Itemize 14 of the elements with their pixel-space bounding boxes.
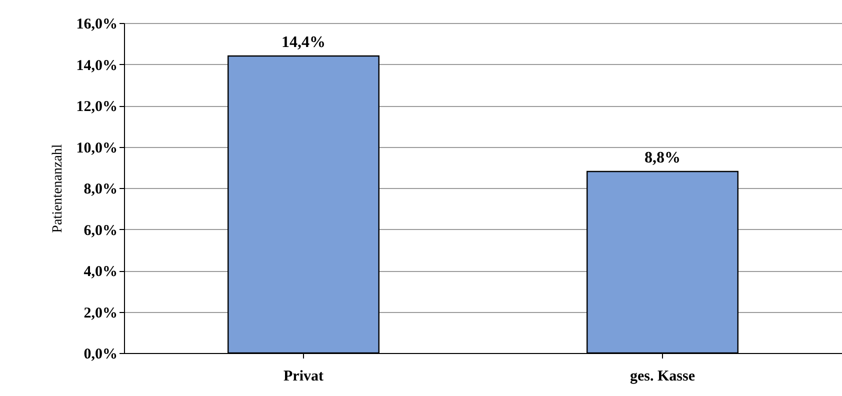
x-tick-label: Privat: [284, 368, 324, 384]
y-tick-label: 10,0%: [76, 140, 118, 156]
y-tick-label: 0,0%: [84, 346, 118, 362]
y-axis-title: Patientenanzahl: [50, 144, 66, 233]
y-tick-label: 6,0%: [84, 222, 118, 239]
y-tick-label: 14,0%: [76, 58, 118, 74]
x-tick-label: ges. Kasse: [630, 368, 696, 384]
data-label: 8,8%: [644, 150, 680, 166]
y-tick-label: 12,0%: [76, 99, 118, 115]
data-label: 14,4%: [282, 34, 326, 51]
y-tick-label: 16,0%: [76, 16, 118, 32]
y-tick-label: 2,0%: [84, 305, 118, 322]
y-tick-label: 4,0%: [84, 264, 118, 280]
y-tick-label: 8,0%: [84, 182, 118, 198]
